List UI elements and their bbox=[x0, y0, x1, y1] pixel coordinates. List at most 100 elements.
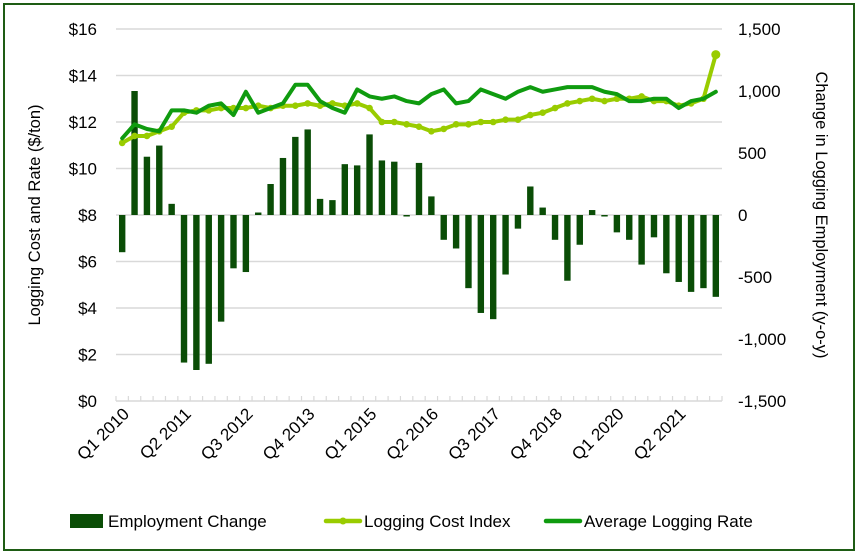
employment-change-bar bbox=[316, 198, 324, 215]
right-tick-label: -1,500 bbox=[738, 392, 786, 411]
employment-change-bar bbox=[613, 215, 621, 233]
employment-change-bar bbox=[712, 215, 720, 297]
employment-change-bar bbox=[205, 215, 212, 364]
legend-item: Employment Change bbox=[70, 512, 267, 531]
employment-change-bar bbox=[180, 215, 188, 363]
employment-change-bar bbox=[675, 215, 682, 282]
legend-label: Logging Cost Index bbox=[364, 512, 511, 531]
employment-change-bar bbox=[118, 215, 126, 253]
logging-cost-index-marker bbox=[403, 121, 410, 128]
employment-change-bar bbox=[230, 215, 237, 269]
right-axis-ticks: -1,500 -1,000 -500 0 500 1,000 1,500 bbox=[738, 20, 786, 411]
employment-change-bar bbox=[329, 200, 336, 215]
left-tick-label: $2 bbox=[78, 346, 97, 365]
employment-change-bar bbox=[341, 164, 348, 215]
legend: Employment Change Logging Cost Index Avera… bbox=[70, 512, 753, 531]
employment-change-bar bbox=[279, 157, 287, 215]
logging-cost-index-marker bbox=[378, 118, 386, 126]
employment-change-bar bbox=[539, 207, 546, 215]
employment-change-bar bbox=[650, 215, 658, 238]
lines bbox=[118, 50, 721, 147]
employment-change-bar bbox=[551, 215, 559, 240]
right-axis-title: Change in Logging Employment (y-o-y) bbox=[812, 71, 830, 358]
logging-cost-index-marker bbox=[366, 104, 373, 112]
logging-cost-index-marker bbox=[477, 118, 485, 126]
employment-change-bar bbox=[391, 161, 398, 215]
left-tick-label: $12 bbox=[69, 113, 97, 132]
employment-change-bar bbox=[242, 215, 250, 273]
x-tick-label: Q3 2012 bbox=[197, 404, 257, 464]
employment-change-bar bbox=[465, 215, 472, 289]
logging-cost-index-marker bbox=[292, 102, 299, 110]
employment-change-bar bbox=[193, 215, 200, 370]
logging-cost-index-marker bbox=[304, 100, 311, 107]
left-tick-label: $6 bbox=[78, 253, 97, 272]
employment-change-bar bbox=[452, 215, 460, 249]
chart-frame bbox=[3, 3, 855, 551]
employment-change-bar bbox=[143, 156, 151, 215]
gridlines bbox=[116, 28, 722, 402]
employment-change-bar bbox=[502, 215, 509, 275]
employment-change-bar bbox=[168, 203, 175, 215]
left-tick-label: $0 bbox=[78, 392, 97, 411]
legend-swatch-marker-icon bbox=[339, 517, 347, 525]
logging-cost-index-marker bbox=[353, 100, 361, 107]
left-tick-label: $8 bbox=[78, 206, 97, 225]
employment-change-bar bbox=[292, 136, 299, 215]
right-tick-label: 1,500 bbox=[738, 20, 781, 39]
employment-change-bar bbox=[403, 215, 410, 217]
employment-change-bar bbox=[477, 215, 485, 313]
employment-change-bar bbox=[687, 215, 695, 292]
logging-cost-index-marker bbox=[564, 100, 571, 107]
x-tick-label: Q1 2015 bbox=[321, 404, 381, 464]
employment-change-bar bbox=[217, 215, 225, 322]
employment-change-bar bbox=[527, 186, 534, 215]
logging-cost-index-marker bbox=[168, 123, 175, 130]
employment-change-bar bbox=[440, 215, 447, 240]
x-tick-label: Q2 2011 bbox=[136, 404, 195, 463]
right-tick-label: 1,000 bbox=[738, 82, 781, 101]
employment-change-bar bbox=[378, 160, 386, 215]
employment-change-bar bbox=[564, 215, 571, 281]
x-tick-label: Q1 2020 bbox=[568, 404, 628, 464]
employment-change-bar bbox=[156, 145, 163, 215]
employment-change-bar bbox=[366, 134, 373, 215]
employment-change-bar bbox=[353, 165, 361, 215]
logging-cost-index-marker bbox=[131, 132, 138, 140]
logging-cost-index-marker bbox=[489, 118, 497, 126]
logging-cost-index-marker bbox=[390, 118, 398, 126]
left-axis-ticks: $0 $2 $4 $6 $8 $10 $12 $14 $16 bbox=[69, 20, 97, 411]
logging-cost-index-marker bbox=[601, 97, 608, 105]
right-tick-label: -500 bbox=[738, 268, 772, 287]
logging-cost-index-marker bbox=[514, 116, 522, 123]
employment-change-bars bbox=[118, 91, 720, 370]
logging-cost-index-marker bbox=[576, 97, 584, 105]
left-tick-label: $14 bbox=[69, 67, 97, 86]
right-tick-label: 0 bbox=[738, 206, 747, 225]
logging-cost-index-marker bbox=[465, 121, 472, 128]
left-tick-label: $10 bbox=[69, 160, 97, 179]
right-tick-label: -1,000 bbox=[738, 330, 786, 349]
employment-change-bar bbox=[490, 215, 497, 320]
right-tick-label: 500 bbox=[738, 144, 766, 163]
logging-cost-index-marker bbox=[143, 132, 151, 140]
logging-cost-index-marker bbox=[638, 93, 645, 100]
logging-cost-index-marker bbox=[242, 104, 250, 112]
employment-change-bar bbox=[576, 215, 583, 245]
logging-cost-index-marker bbox=[428, 128, 435, 135]
x-tick-label: Q4 2013 bbox=[259, 404, 319, 464]
logging-cost-index-marker bbox=[711, 50, 721, 60]
average-logging-rate-line bbox=[120, 82, 718, 141]
employment-change-bar bbox=[663, 215, 670, 274]
logging-cost-index-marker bbox=[440, 125, 448, 133]
logging-cost-index-marker bbox=[539, 109, 546, 116]
employment-change-bar bbox=[638, 215, 645, 265]
x-tick-label: Q1 2010 bbox=[73, 404, 133, 464]
left-tick-label: $16 bbox=[69, 20, 97, 39]
x-axis: Q1 2010 Q2 2011 Q3 2012 Q4 2013 Q1 2015 Q2 20… bbox=[73, 396, 723, 464]
logging-cost-index-marker bbox=[551, 104, 559, 112]
logging-cost-index-marker bbox=[502, 116, 509, 123]
logging-cost-index-marker bbox=[118, 139, 126, 147]
employment-change-bar bbox=[428, 196, 435, 215]
legend-label: Average Logging Rate bbox=[584, 512, 753, 531]
